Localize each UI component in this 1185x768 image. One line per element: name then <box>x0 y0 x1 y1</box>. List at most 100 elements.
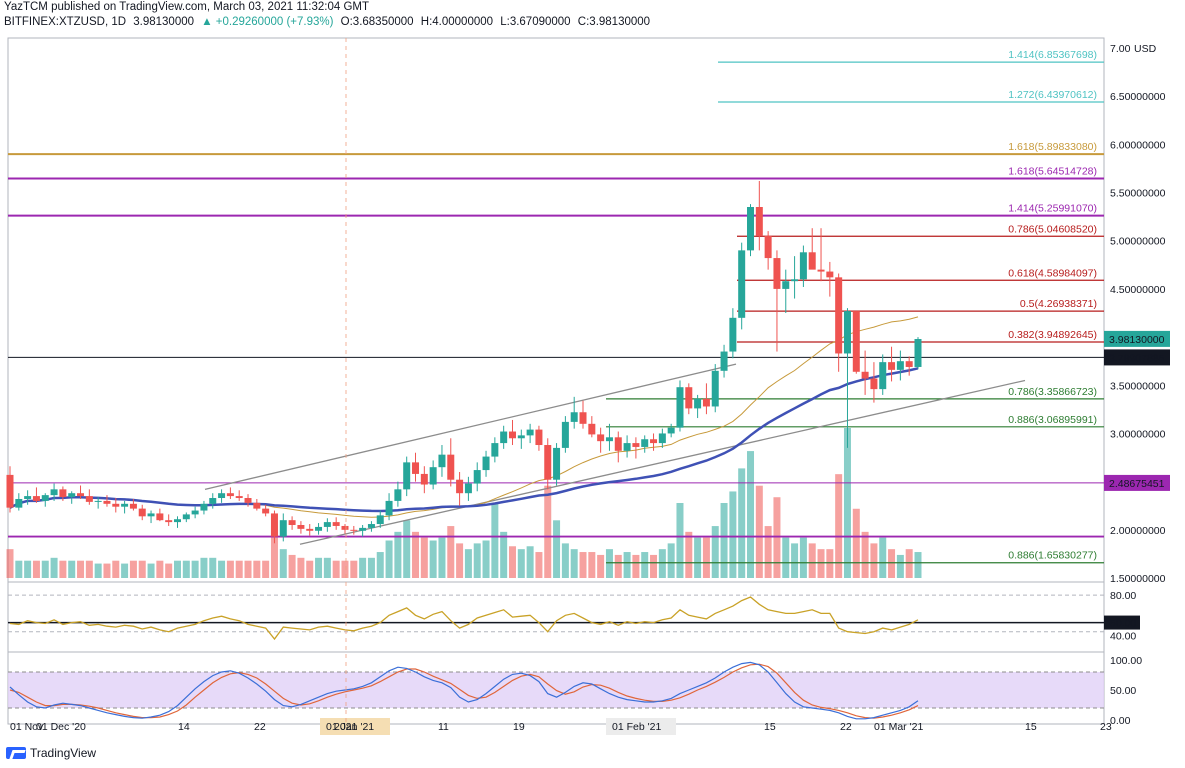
candle-body <box>24 496 32 499</box>
footer: TradingView <box>0 742 1185 768</box>
candle-body <box>570 412 578 422</box>
level-label: 0.886(1.65830277) <box>1008 550 1097 562</box>
volume-bar <box>755 485 763 578</box>
candle-body <box>112 503 120 507</box>
candle-body <box>262 508 270 514</box>
rsi-badge <box>1104 615 1140 630</box>
candle-body <box>464 483 472 494</box>
volume-bar <box>15 560 23 578</box>
candle-body <box>385 500 393 516</box>
level-label: 0.786(3.35866723) <box>1008 386 1097 398</box>
candle-body <box>843 311 851 354</box>
volume-bar <box>438 537 446 578</box>
volume-bar <box>614 554 622 578</box>
level-label: 0.786(5.04608520) <box>1008 223 1097 235</box>
candle-body <box>15 498 23 508</box>
candle-body <box>41 495 49 501</box>
candle-body <box>32 496 40 501</box>
candle-body <box>614 437 622 451</box>
candle-body <box>200 503 208 511</box>
volume-bar <box>605 549 613 578</box>
volume-bar <box>226 560 234 578</box>
volume-bar <box>914 552 922 578</box>
candle-body <box>85 496 93 502</box>
candle-body <box>500 431 508 444</box>
candle-body <box>561 421 569 448</box>
price-change: ▲ +0.29260000 (+7.93%) <box>201 16 334 28</box>
x-tick-label: 11 <box>438 721 449 733</box>
candle-body <box>438 454 446 468</box>
volume-bar <box>508 546 516 578</box>
stoch-tick-label: 50.00 <box>1110 685 1136 697</box>
volume-bar <box>94 563 102 578</box>
volume-bar <box>341 560 349 578</box>
close-value: C:3.98130000 <box>577 16 651 28</box>
volume-bar <box>491 503 499 578</box>
candle-body <box>747 207 755 251</box>
candle-body <box>297 525 305 529</box>
volume-bar <box>879 537 887 578</box>
candle-body <box>6 474 14 508</box>
volume-bar <box>147 563 155 578</box>
x-tick-label: 01 Feb '21 <box>612 721 661 733</box>
volume-bar <box>764 526 772 578</box>
rsi-tick-label: 40.00 <box>1110 631 1136 643</box>
y-tick-label: 1.50000000 <box>1110 573 1166 585</box>
volume-bar <box>650 554 658 578</box>
trendline-lower <box>299 379 1026 545</box>
level-label: 0.886(3.06895991) <box>1008 414 1097 426</box>
volume-bar <box>711 526 719 578</box>
volume-bar <box>376 552 384 578</box>
volume-bar <box>385 540 393 578</box>
high-value: H:4.00000000 <box>420 16 494 28</box>
candle-body <box>553 447 561 480</box>
volume-bar <box>667 543 675 578</box>
volume-bar <box>658 549 666 578</box>
volume-bar <box>367 557 375 578</box>
candle-body <box>729 317 737 352</box>
volume-bar <box>782 537 790 578</box>
tradingview-logo[interactable]: TradingView <box>6 746 96 760</box>
volume-bar <box>182 560 190 578</box>
level-label: 1.618(5.89833080) <box>1008 141 1097 153</box>
candle-body <box>711 370 719 407</box>
candle-body <box>782 281 790 289</box>
x-tick-label: 22 <box>254 721 266 733</box>
stoch-tick-label: 100.00 <box>1110 655 1142 667</box>
volume-bar <box>103 563 111 578</box>
candle-body <box>720 351 728 371</box>
volume-bar <box>579 552 587 578</box>
volume-bar <box>694 537 702 578</box>
candle-body <box>896 361 904 370</box>
volume-bar <box>702 537 710 578</box>
candle-body <box>764 235 772 259</box>
candle-body <box>253 502 261 509</box>
volume-bar <box>676 503 684 578</box>
y-tick-label: 6.00000000 <box>1110 139 1166 151</box>
volume-bar <box>156 560 164 578</box>
candle-body <box>341 525 349 530</box>
volume-bar <box>685 531 693 578</box>
stoch-d-line <box>9 663 919 719</box>
candle-body <box>632 443 640 447</box>
volume-bar <box>121 563 129 578</box>
candle-body <box>870 378 878 390</box>
candle-body <box>288 520 296 525</box>
price-chart[interactable]: 7.00 6.50000000 6.00000000 5.50000000 5.0000… <box>0 34 1185 742</box>
level-label: 1.618(5.64514728) <box>1008 166 1097 178</box>
candle-body <box>129 503 137 509</box>
y-tick-label: 5.00000000 <box>1110 236 1166 248</box>
volume-bar <box>561 543 569 578</box>
candle-body <box>808 252 816 270</box>
candle-body <box>852 311 860 372</box>
y-tick-label: 3.50000000 <box>1110 380 1166 392</box>
price-badge <box>1104 330 1170 347</box>
volume-bar <box>218 560 226 578</box>
volume-bar <box>553 520 561 578</box>
volume-bar <box>720 503 728 578</box>
candle-body <box>588 423 596 435</box>
price-badge-label: 3.98130000 <box>1109 334 1165 346</box>
volume-bar <box>41 560 49 578</box>
x-tick-highlight <box>606 718 676 735</box>
candle-body <box>429 467 437 485</box>
